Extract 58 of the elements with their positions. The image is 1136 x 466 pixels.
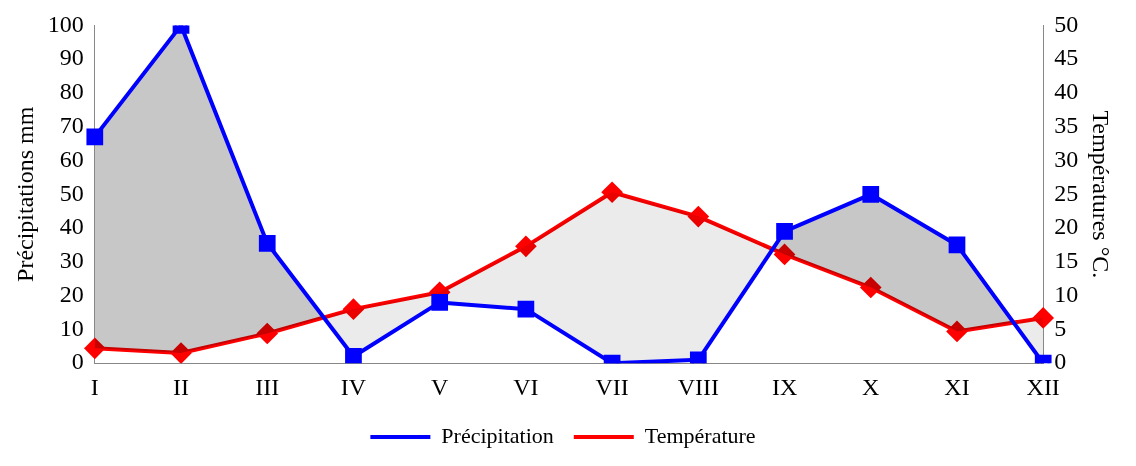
y2-tick-label: 30 <box>1054 145 1079 172</box>
y-tick-label: 20 <box>59 280 84 307</box>
point <box>946 321 967 342</box>
y2-tick-label: 50 <box>1054 10 1079 37</box>
legend-label: Précipitation <box>441 422 554 448</box>
point <box>515 236 536 257</box>
y-tick-label: 0 <box>71 348 84 375</box>
point <box>86 128 104 146</box>
point <box>171 343 192 364</box>
y-tick-label: 30 <box>59 247 84 274</box>
y2-tick-label: 35 <box>1054 112 1079 139</box>
x-tick-label: II <box>173 373 190 400</box>
y-tick-label: 80 <box>59 78 84 105</box>
point <box>774 244 795 265</box>
y-tick-label: 70 <box>59 112 84 139</box>
point <box>688 206 709 227</box>
y-tick-label: 60 <box>59 145 84 172</box>
point <box>517 300 535 318</box>
y2-tick-label: 15 <box>1054 247 1079 274</box>
point <box>431 294 449 311</box>
x-tick-label: IX <box>771 373 798 400</box>
point <box>948 236 966 254</box>
y2-tick-label: 25 <box>1054 179 1079 206</box>
y-axis-title: Précipitations mm <box>11 106 38 282</box>
y-tick-label: 10 <box>59 314 84 341</box>
x-tick-label: X <box>862 373 880 400</box>
x-tick-label: XI <box>944 373 970 400</box>
y2-tick-label: 0 <box>1054 348 1067 375</box>
x-tick-label: VI <box>513 373 539 400</box>
point <box>257 323 278 344</box>
point <box>860 277 881 298</box>
y2-tick-label: 20 <box>1054 213 1079 240</box>
y-tick-label: 50 <box>59 179 84 206</box>
x-tick-label: III <box>255 373 280 400</box>
x-tick-label: I <box>90 373 99 400</box>
x-tick-label: XII <box>1026 373 1060 400</box>
point <box>1033 307 1054 328</box>
legend-label: Température <box>644 422 756 448</box>
point <box>345 348 362 364</box>
point <box>602 182 623 203</box>
y2-tick-label: 5 <box>1054 314 1067 341</box>
point <box>258 234 276 252</box>
point <box>689 351 707 364</box>
x-tick-label: VIII <box>677 373 719 400</box>
y2-axis-title: Températures °C. <box>1088 110 1115 279</box>
y-tick-label: 90 <box>59 44 84 71</box>
x-tick-label: V <box>431 373 449 400</box>
y-tick-label: 40 <box>59 213 84 240</box>
point <box>862 185 880 203</box>
y-tick-label: 100 <box>47 10 84 37</box>
point <box>84 338 105 359</box>
y2-tick-label: 10 <box>1054 280 1079 307</box>
y2-tick-label: 40 <box>1054 78 1079 105</box>
x-tick-label: VII <box>595 373 629 400</box>
point <box>776 223 793 240</box>
point <box>343 299 364 320</box>
y2-tick-label: 45 <box>1054 44 1079 71</box>
x-tick-label: IV <box>340 373 367 400</box>
